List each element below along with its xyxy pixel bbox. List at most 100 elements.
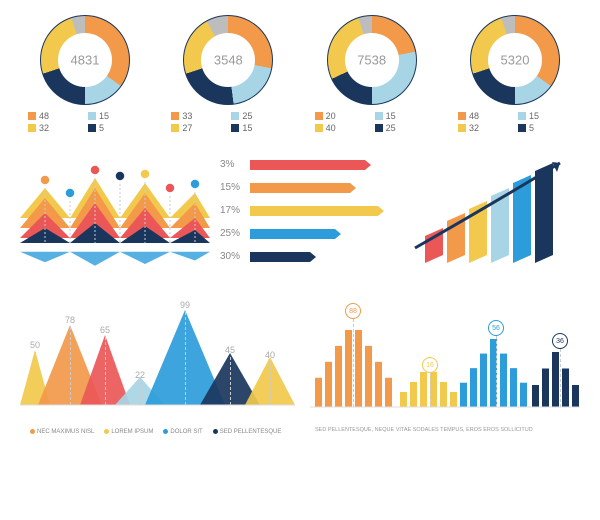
- step-histogram-chart: 88165636SED PELLENTESQUE, NEQUE VITAE SO…: [310, 285, 580, 435]
- legend-item: 48: [28, 111, 82, 121]
- area-svg: [20, 148, 210, 273]
- hbar-label: 15%: [220, 182, 246, 193]
- legend-item: 15: [375, 111, 429, 121]
- hbar-bar: [250, 206, 378, 216]
- step-bar: [355, 330, 362, 407]
- legend-item: SED PELLENTESQUE: [213, 429, 282, 435]
- donut-legend: 4815325: [20, 111, 150, 133]
- legend-swatch: [458, 124, 466, 132]
- label-line: [70, 327, 71, 405]
- legend-swatch: [88, 112, 96, 120]
- label-line: [105, 337, 106, 405]
- legend-value: 25: [386, 123, 396, 133]
- label-line: [185, 312, 186, 405]
- step-bar: [542, 369, 549, 408]
- donut-chart: 4831: [40, 15, 130, 105]
- legend-swatch: [518, 112, 526, 120]
- legend-dot-icon: [30, 429, 35, 434]
- marker-dot: [165, 183, 175, 193]
- peak-label: 99: [180, 300, 190, 310]
- bubble-line: [496, 336, 497, 407]
- peak-label: 78: [65, 315, 75, 325]
- donut-center-value: 4831: [71, 53, 100, 68]
- legend-item: 32: [458, 123, 512, 133]
- hbar-row: 3%: [220, 159, 395, 170]
- label-line: [140, 382, 141, 405]
- legend-value: 33: [182, 111, 192, 121]
- bubble-value: 16: [426, 362, 434, 369]
- label-line: [270, 362, 271, 405]
- triangle-legend: NEC MAXIMUS NISLLOREM IPSUMDOLOR SITSED …: [30, 429, 281, 435]
- area-reflection: [20, 252, 210, 266]
- bubble-value: 56: [492, 325, 500, 332]
- donut-block: 354833252715: [163, 15, 293, 133]
- step-bar: [420, 372, 427, 407]
- legend-swatch: [171, 124, 179, 132]
- legend-item: 5: [518, 123, 572, 133]
- legend-item: DOLOR SIT: [163, 429, 202, 435]
- area-chart: [20, 148, 210, 273]
- label-line: [230, 357, 231, 405]
- legend-swatch: [375, 112, 383, 120]
- legend-value: 15: [99, 111, 109, 121]
- legend-item: 27: [171, 123, 225, 133]
- step-bar: [410, 382, 417, 407]
- hbar-label: 30%: [220, 251, 246, 262]
- donut-center-value: 7538: [357, 53, 386, 68]
- step-bar: [325, 362, 332, 407]
- step-bar: [460, 383, 467, 407]
- step-bar: [552, 352, 559, 407]
- legend-swatch: [28, 112, 36, 120]
- legend-swatch: [375, 124, 383, 132]
- step-bar: [430, 372, 437, 407]
- legend-value: 20: [326, 111, 336, 121]
- donut-chart: 3548: [183, 15, 273, 105]
- peak-label: 65: [100, 325, 110, 335]
- legend-text: DOLOR SIT: [170, 429, 202, 435]
- value-bubble: 16: [422, 357, 438, 373]
- donut-center-value: 5320: [501, 53, 530, 68]
- legend-item: 48: [458, 111, 512, 121]
- legend-dot-icon: [213, 429, 218, 434]
- legend-swatch: [458, 112, 466, 120]
- value-bubble: 36: [552, 333, 568, 349]
- step-bar: [500, 354, 507, 407]
- step-bar: [470, 368, 477, 407]
- legend-item: 25: [375, 123, 429, 133]
- step-bar: [480, 354, 487, 407]
- step-bar: [450, 392, 457, 407]
- donut-block: 7538 20 15 40 25: [307, 15, 437, 133]
- donut-chart: 7538: [327, 15, 417, 105]
- legend-item: LOREM IPSUM: [104, 429, 153, 435]
- hbar-row: 30%: [220, 251, 395, 262]
- legend-item: 33: [171, 111, 225, 121]
- marker-dot: [40, 175, 50, 185]
- legend-item: 15: [231, 123, 285, 133]
- step-bar: [335, 346, 342, 407]
- legend-item: 40: [315, 123, 369, 133]
- legend-swatch: [171, 112, 179, 120]
- step-bar: [520, 383, 527, 407]
- donut-chart: 5320: [470, 15, 560, 105]
- step-bar: [400, 392, 407, 407]
- step-bar: [572, 385, 579, 407]
- legend-text: LOREM IPSUM: [111, 429, 153, 435]
- arrow-bar-chart: [405, 148, 580, 273]
- step-bar: [365, 346, 372, 407]
- bubble-line: [430, 373, 431, 407]
- horizontal-bar-chart: 3%15%17%25%30%: [220, 148, 395, 273]
- hbar-label: 17%: [220, 205, 246, 216]
- bubble-line: [353, 319, 354, 407]
- donut-center-value: 3548: [214, 53, 243, 68]
- bubble-value: 88: [349, 308, 357, 315]
- donut-legend: 33252715: [163, 111, 293, 133]
- legend-value: 40: [326, 123, 336, 133]
- bubble-value: 36: [556, 338, 564, 345]
- legend-text: SED PELLENTESQUE: [220, 429, 282, 435]
- hbar-bar: [250, 160, 365, 170]
- legend-value: 32: [469, 123, 479, 133]
- legend-value: 27: [182, 123, 192, 133]
- legend-value: 5: [99, 123, 104, 133]
- triangle-chart: 50786522994540NEC MAXIMUS NISLLOREM IPSU…: [20, 285, 295, 435]
- step-bar: [345, 330, 352, 407]
